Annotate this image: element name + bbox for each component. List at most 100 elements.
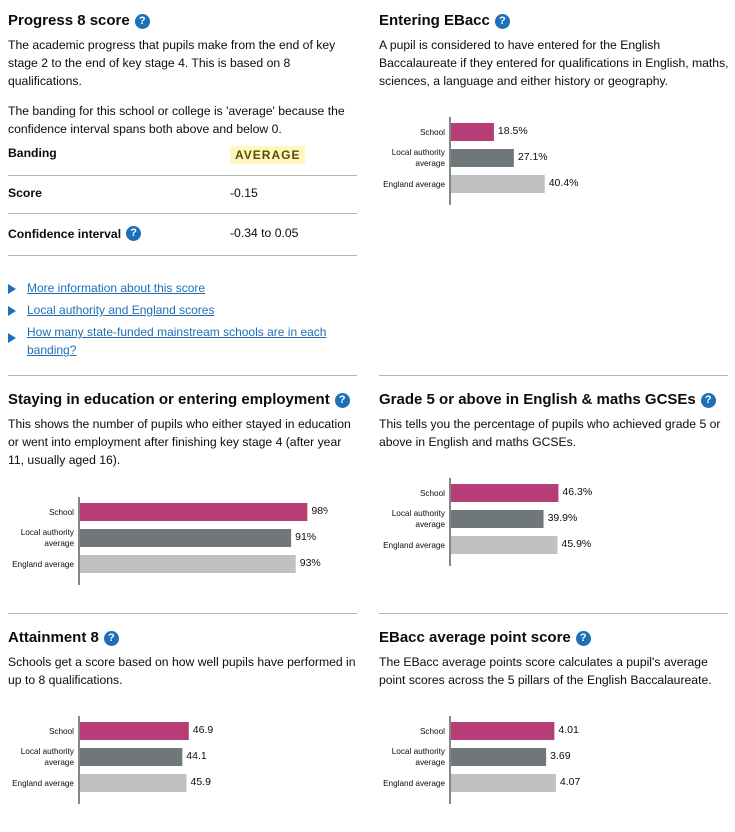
ebacc-entry-chart: 18.5% School 27.1% Local authority average 40… — [379, 117, 699, 212]
chart-value-label: 18.5% — [498, 125, 528, 137]
chart-value-label: 4.01 — [558, 724, 579, 736]
chart-category-label: average — [44, 758, 74, 767]
progress8-title: Progress 8 score — [8, 12, 130, 29]
chart-category-label: average — [415, 520, 445, 529]
grade5-heading: Grade 5 or above in English & maths GCSE… — [379, 390, 729, 410]
help-icon[interactable]: ? — [700, 392, 716, 408]
banding-row: Banding AVERAGE — [8, 142, 357, 168]
triangle-right-icon — [8, 306, 16, 316]
attainment8-title: Attainment 8 — [8, 629, 99, 646]
attainment8-heading: Attainment 8 ? — [8, 628, 358, 648]
chart-bar — [451, 484, 559, 502]
chart-bar — [80, 748, 183, 766]
chart-category-label: average — [415, 159, 445, 168]
chart-value-label: 3.69 — [550, 750, 571, 762]
ebacc-aps-description: The EBacc average points score calculate… — [379, 655, 712, 687]
chart-category-label: Local authority — [392, 509, 446, 518]
section-divider — [379, 375, 728, 376]
progress8-panel: Progress 8 score ? The academic progress… — [8, 11, 358, 138]
ebacc-entry-heading: Entering EBacc ? — [379, 11, 729, 31]
chart-category-label: School — [49, 727, 74, 736]
triangle-right-icon — [8, 284, 16, 294]
schools-in-banding-link[interactable]: How many state-funded mainstream schools… — [27, 325, 327, 357]
attainment8-chart: 46.9 School 44.1 Local authority average 45.9… — [8, 716, 328, 811]
help-icon[interactable]: ? — [103, 630, 119, 646]
help-icon[interactable]: ? — [575, 630, 591, 646]
section-divider — [8, 375, 357, 376]
chart-bar — [451, 774, 556, 792]
chart-category-label: Local authority — [21, 747, 75, 756]
ebacc-aps-chart: 4.01 School 3.69 Local authority average 4.07… — [379, 716, 699, 811]
progress8-desc-1: The academic progress that pupils make f… — [8, 38, 336, 88]
progress8-heading: Progress 8 score ? — [8, 11, 358, 31]
confidence-interval-value: -0.34 to 0.05 — [230, 226, 299, 240]
chart-bar — [451, 536, 558, 554]
chart-category-label: School — [420, 727, 445, 736]
chart-category-label: Local authority — [392, 747, 446, 756]
chart-value-label: 4.07 — [560, 776, 581, 788]
table-divider — [8, 175, 357, 176]
link-item: Local authority and England scores — [8, 301, 357, 319]
attainment8-panel: Attainment 8 ? Schools get a score based… — [8, 628, 358, 689]
chart-bar — [451, 510, 544, 528]
ebacc-aps-title: EBacc average point score — [379, 629, 571, 646]
staying-heading: Staying in education or entering employm… — [8, 390, 358, 410]
score-label: Score — [8, 186, 42, 200]
chart-bar — [451, 175, 545, 193]
table-divider — [8, 213, 357, 214]
table-divider — [8, 255, 357, 256]
banding-label: Banding — [8, 146, 57, 160]
attainment8-description: Schools get a score based on how well pu… — [8, 655, 356, 687]
chart-category-label: School — [49, 508, 74, 517]
local-authority-england-scores-link[interactable]: Local authority and England scores — [27, 303, 215, 317]
grade5-chart: 46.3% School 39.9% Local authority average 45… — [379, 478, 699, 573]
chart-value-label: 91% — [295, 531, 316, 543]
link-item: How many state-funded mainstream schools… — [8, 323, 327, 359]
help-icon[interactable]: ? — [134, 13, 150, 29]
help-icon[interactable]: ? — [334, 392, 350, 408]
ebacc-aps-heading: EBacc average point score ? — [379, 628, 729, 648]
progress8-table: Banding AVERAGE Score -0.15 Confidence i… — [8, 140, 358, 260]
staying-title: Staying in education or entering employm… — [8, 391, 330, 408]
triangle-right-icon — [8, 333, 16, 343]
help-icon[interactable]: ? — [494, 13, 510, 29]
section-divider — [379, 613, 728, 614]
section-divider — [8, 613, 357, 614]
chart-value-label: 45.9% — [561, 538, 591, 550]
staying-chart-svg: 98% School 91% Local authority average 93% Eng… — [12, 497, 332, 585]
more-information-link[interactable]: More information about this score — [27, 281, 206, 295]
chart-category-label: Local authority — [392, 148, 446, 157]
chart-value-label: 93% — [300, 557, 321, 569]
grade5-title: Grade 5 or above in English & maths GCSE… — [379, 391, 696, 408]
chart-category-label: England average — [12, 779, 74, 788]
chart-category-label: England average — [383, 180, 445, 189]
chart-value-label: 46.9 — [193, 724, 214, 736]
chart-value-label: 98% — [311, 505, 328, 517]
ebacc-aps-chart-svg: 4.01 School 3.69 Local authority average 4.07… — [383, 716, 581, 804]
chart-value-label: 46.3% — [562, 486, 592, 498]
progress8-desc-2: The banding for this school or college i… — [8, 104, 345, 136]
chart-category-label: England average — [383, 541, 445, 550]
chart-category-label: Local authority — [21, 528, 75, 537]
chart-category-label: England average — [383, 779, 445, 788]
chart-bar — [451, 722, 555, 740]
chart-bar — [451, 149, 514, 167]
chart-bar — [80, 774, 187, 792]
grade5-chart-svg: 46.3% School 39.9% Local authority average 45… — [383, 478, 592, 566]
help-icon[interactable]: ? — [126, 226, 142, 241]
ebacc-entry-title: Entering EBacc — [379, 12, 490, 29]
chart-bar — [451, 123, 494, 141]
chart-value-label: 40.4% — [549, 177, 579, 189]
ebacc-entry-chart-svg: 18.5% School 27.1% Local authority average 40… — [383, 117, 579, 205]
chart-category-label: School — [420, 128, 445, 137]
ebacc-entry-description: A pupil is considered to have entered fo… — [379, 38, 729, 88]
grade5-panel: Grade 5 or above in English & maths GCSE… — [379, 390, 729, 451]
chart-category-label: average — [415, 758, 445, 767]
chart-value-label: 39.9% — [548, 512, 578, 524]
ebacc-entry-panel: Entering EBacc ? A pupil is considered t… — [379, 11, 729, 90]
chart-value-label: 44.1 — [186, 750, 207, 762]
chart-bar — [451, 748, 547, 766]
chart-bar — [80, 529, 292, 547]
score-value: -0.15 — [230, 186, 258, 200]
chart-value-label: 45.9 — [190, 776, 211, 788]
